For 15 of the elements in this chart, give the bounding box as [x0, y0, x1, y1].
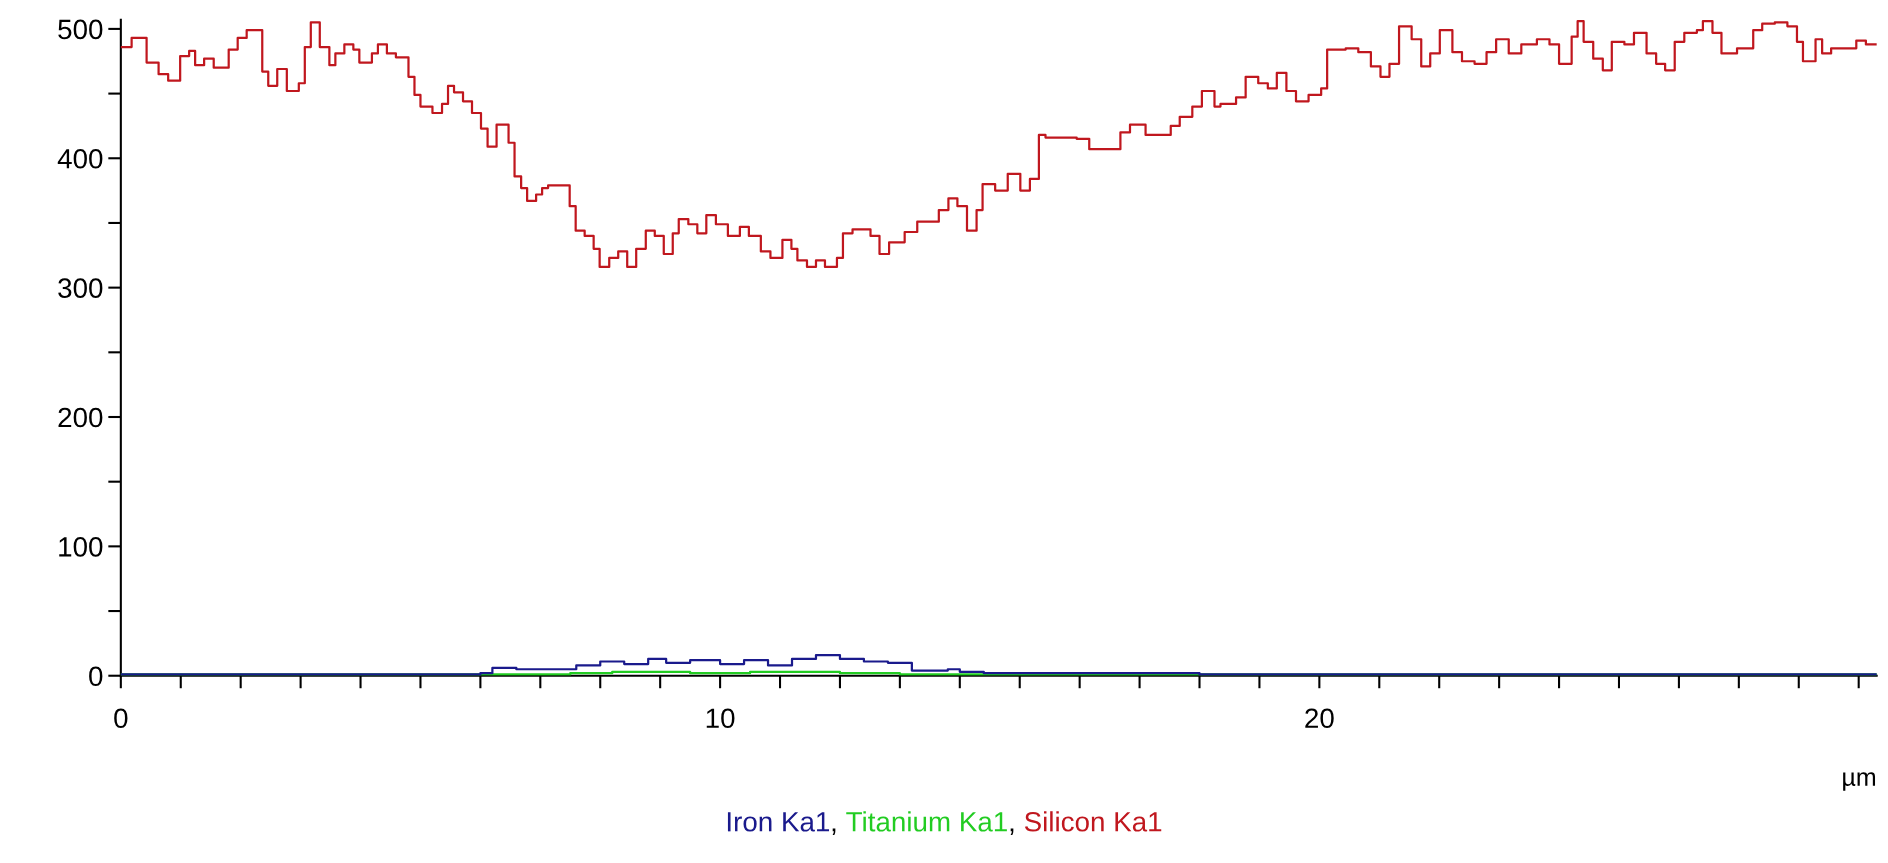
y-tick-label: 400 [57, 148, 103, 169]
y-tick-label: 100 [59, 537, 103, 557]
x-tick-label: 20 [1305, 708, 1334, 729]
text: Silicon Ka1 [1024, 811, 1162, 832]
x-tick-label: 0 [114, 708, 128, 729]
y-tick-label: 0 [89, 666, 103, 687]
text: Iron Ka1 [727, 812, 830, 832]
y-tick-label: 300 [58, 278, 103, 298]
y-tick-label: 500 [58, 19, 103, 40]
x-tick-label: 10 [706, 708, 735, 729]
text: Titanium Ka1 [846, 811, 1007, 832]
x-axis-title: µm [1843, 772, 1876, 791]
text: , [1010, 828, 1014, 835]
text: , [832, 828, 836, 835]
y-tick-label: 200 [58, 407, 103, 428]
